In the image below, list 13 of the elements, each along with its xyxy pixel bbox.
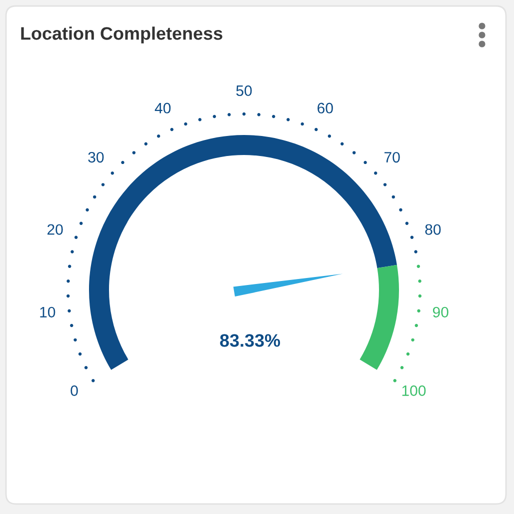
- text: 80: [425, 224, 441, 235]
- text: 10: [40, 306, 56, 318]
- text: 70: [384, 152, 400, 163]
- text: 60: [318, 102, 333, 114]
- text: 40: [154, 102, 171, 114]
- text: 100: [402, 385, 426, 396]
- text: 0: [70, 385, 78, 396]
- chart-title: Location Completeness: [21, 26, 222, 44]
- text: 50: [236, 85, 252, 96]
- text: 90: [432, 306, 448, 318]
- text: 20: [47, 224, 63, 235]
- text: 83.33%: [220, 334, 280, 347]
- text: 30: [88, 152, 104, 163]
